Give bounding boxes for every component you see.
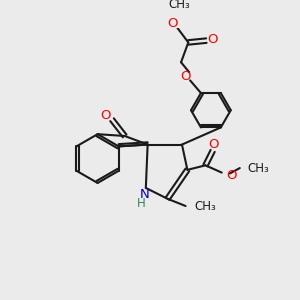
Text: H: H: [137, 197, 146, 210]
Text: CH₃: CH₃: [195, 200, 216, 213]
Text: O: O: [207, 33, 218, 46]
Text: O: O: [100, 109, 111, 122]
Text: O: O: [168, 17, 178, 30]
Text: CH₃: CH₃: [247, 162, 269, 175]
Text: O: O: [208, 138, 219, 151]
Text: CH₃: CH₃: [168, 0, 190, 11]
Text: N: N: [140, 188, 150, 201]
Text: O: O: [180, 70, 191, 83]
Text: O: O: [226, 169, 237, 182]
